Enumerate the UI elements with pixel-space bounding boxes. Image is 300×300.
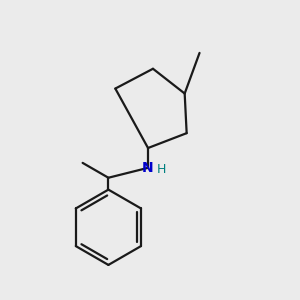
Text: H: H [157, 163, 167, 176]
Text: N: N [142, 161, 154, 175]
